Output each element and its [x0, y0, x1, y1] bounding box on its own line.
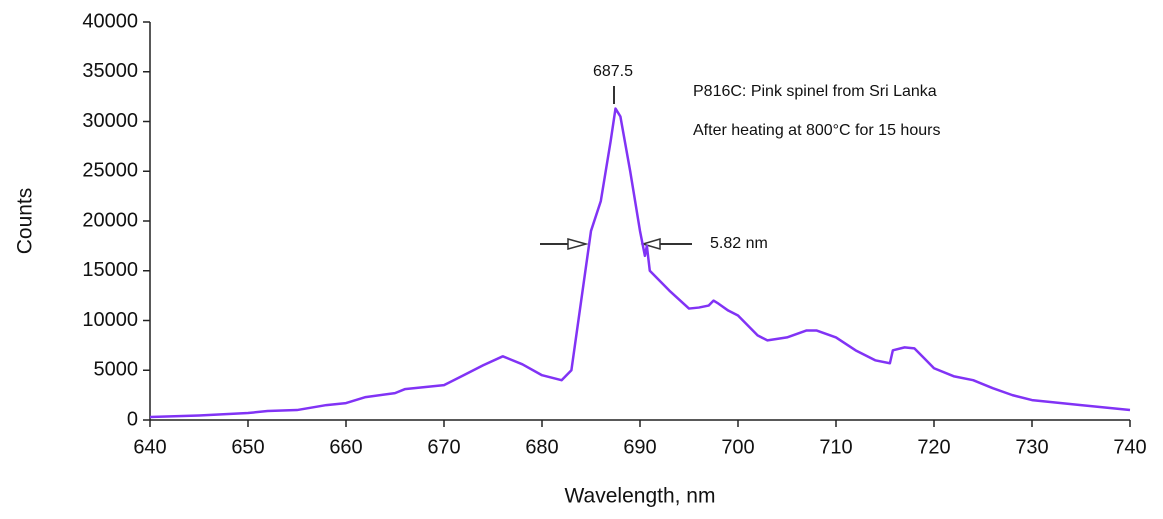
y-tick-label: 15000 — [82, 259, 138, 281]
y-tick-label: 30000 — [82, 110, 138, 132]
x-tick-label: 640 — [133, 436, 166, 458]
x-tick-label: 650 — [231, 436, 264, 458]
y-axis-title: Counts — [14, 188, 37, 255]
x-tick-label: 730 — [1015, 436, 1048, 458]
x-tick-label: 690 — [623, 436, 656, 458]
fwhm-label: 5.82 nm — [710, 235, 768, 252]
treatment-note: After heating at 800°C for 15 hours — [693, 122, 940, 139]
fwhm-arrowhead-left — [567, 238, 589, 250]
y-tick-label: 35000 — [82, 60, 138, 82]
sample-note: P816C: Pink spinel from Sri Lanka — [693, 83, 937, 100]
y-tick-label: 40000 — [82, 10, 138, 32]
y-tick-label: 0 — [127, 408, 138, 430]
y-tick-label: 25000 — [82, 160, 138, 182]
y-tick-label: 5000 — [94, 359, 139, 381]
x-tick-label: 720 — [917, 436, 950, 458]
x-tick-label: 740 — [1113, 436, 1146, 458]
y-tick-label: 10000 — [82, 309, 138, 331]
x-tick-label: 660 — [329, 436, 362, 458]
x-tick-label: 680 — [525, 436, 558, 458]
data-line — [149, 107, 1131, 419]
x-axis-title: Wavelength, nm — [565, 485, 716, 508]
x-tick-label: 670 — [427, 436, 460, 458]
x-tick-label: 700 — [721, 436, 754, 458]
y-tick-label: 20000 — [82, 209, 138, 231]
fwhm-arrowhead-right — [640, 237, 661, 251]
peak-label: 687.5 — [593, 63, 633, 80]
x-tick-label: 710 — [819, 436, 852, 458]
